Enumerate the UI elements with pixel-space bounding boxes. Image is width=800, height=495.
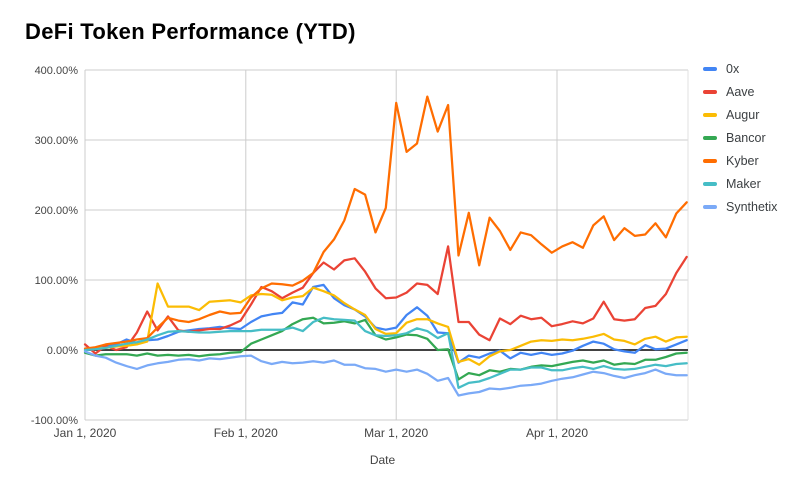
legend-label-0x: 0x [726, 62, 740, 76]
y-tick-label-400: 400.00% [35, 65, 79, 77]
legend-label-maker: Maker [726, 177, 761, 191]
legend-label-synthetix: Synthetix [726, 200, 778, 214]
y-tick-label-300: 300.00% [35, 135, 79, 147]
chart-legend: 0x Aave Augur Bancor Kyber Maker Synthetix [703, 62, 777, 223]
legend-item-0x: 0x [703, 62, 777, 76]
series-line-bancor [83, 316, 688, 381]
y-tick-label-0: 0.00% [47, 345, 78, 357]
legend-item-bancor: Bancor [703, 131, 777, 145]
legend-swatch-maker [703, 182, 717, 186]
series-line-kyber [83, 95, 688, 350]
legend-label-augur: Augur [726, 108, 760, 122]
legend-swatch-bancor [703, 136, 717, 140]
legend-item-synthetix: Synthetix [703, 200, 777, 214]
legend-label-kyber: Kyber [726, 154, 759, 168]
legend-swatch-augur [703, 113, 717, 117]
legend-swatch-kyber [703, 159, 717, 163]
x-tick-label-Feb 1, 2020: Feb 1, 2020 [214, 426, 278, 440]
legend-item-augur: Augur [703, 108, 777, 122]
series-line-synthetix [83, 350, 688, 397]
legend-swatch-synthetix [703, 205, 717, 209]
y-tick-label-100: 100.00% [35, 275, 79, 287]
x-tick-label-Mar 1, 2020: Mar 1, 2020 [364, 426, 428, 440]
legend-label-bancor: Bancor [726, 131, 766, 145]
series-line-augur [83, 282, 688, 366]
legend-item-kyber: Kyber [703, 154, 777, 168]
y-tick-label-200: 200.00% [35, 205, 79, 217]
x-tick-label-Jan 1, 2020: Jan 1, 2020 [54, 426, 117, 440]
chart-title: DeFi Token Performance (YTD) [25, 19, 356, 44]
series-line-maker [83, 316, 688, 389]
legend-item-aave: Aave [703, 85, 777, 99]
x-tick-label-Apr 1, 2020: Apr 1, 2020 [526, 426, 588, 440]
legend-label-aave: Aave [726, 85, 755, 99]
x-axis-title: Date [369, 453, 396, 467]
legend-swatch-0x [703, 67, 717, 71]
y-tick-label--100: -100.00% [31, 415, 78, 427]
series-line-aave [83, 245, 688, 355]
legend-swatch-aave [703, 90, 717, 94]
legend-item-maker: Maker [703, 177, 777, 191]
